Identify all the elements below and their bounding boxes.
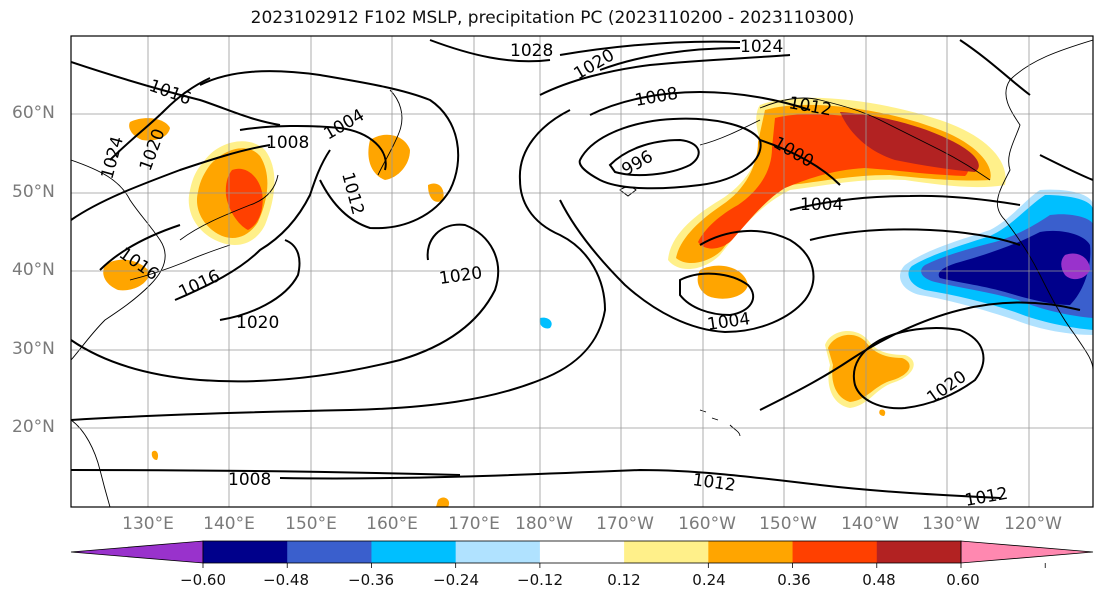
isobar-label: 1012 <box>963 484 1009 511</box>
colorbar-segment <box>287 541 372 563</box>
colorbar-segment <box>203 541 288 563</box>
precip-negative-anomaly-field <box>539 189 1093 335</box>
map-title: 2023102912 F102 MSLP, precipitation PC (… <box>250 8 855 28</box>
lat-label: 20°N <box>12 417 55 437</box>
lat-label: 60°N <box>12 103 55 123</box>
colorbar-tick-label: −0.60 <box>180 571 226 589</box>
lon-label: 140°W <box>841 514 899 534</box>
lon-label: 170°E <box>448 514 500 534</box>
colorbar-tick-label: 0.48 <box>862 571 896 589</box>
colorbar-segment <box>708 541 794 563</box>
colorbar-tick-label: 0.12 <box>607 571 641 589</box>
colorbar-tick-label: −0.12 <box>517 571 563 589</box>
isobar-label: 1008 <box>228 470 271 490</box>
lon-label: 180°W <box>515 514 573 534</box>
lat-label: 40°N <box>12 260 55 280</box>
isobar-label: 1008 <box>633 84 679 111</box>
isobar-label: 1016 <box>176 266 224 302</box>
isobar-label: 1024 <box>740 37 783 57</box>
colorbar-segment <box>624 541 709 563</box>
coastlines <box>71 39 1093 507</box>
isobar-label: 1020 <box>438 263 484 289</box>
colorbar-extend-min <box>70 540 204 564</box>
colorbar-segment <box>876 541 962 563</box>
colorbar-tick-label: −0.36 <box>348 571 394 589</box>
colorbar-tick-label: 0.24 <box>692 571 726 589</box>
mslp-isobars <box>71 39 1093 499</box>
isobar-label: 1008 <box>266 133 309 153</box>
lon-label: 140°E <box>203 514 255 534</box>
isobar-label: 1024 <box>98 134 129 181</box>
isobar-label: 1004 <box>800 195 843 215</box>
lon-label: 150°E <box>285 514 337 534</box>
colorbar-frame <box>202 540 962 564</box>
lon-label: 160°W <box>678 514 736 534</box>
lon-label: 150°W <box>759 514 817 534</box>
colorbar-extend-max <box>960 540 1094 564</box>
colorbar-segment <box>371 541 457 563</box>
lat-label: 30°N <box>12 339 55 359</box>
colorbar <box>70 540 1094 568</box>
colorbar-tick-label: 0.60 <box>946 571 980 589</box>
isobar-label: 1004 <box>321 105 368 144</box>
isobar-label: 1020 <box>236 313 279 333</box>
colorbar-tick-label: 0.36 <box>777 571 811 589</box>
lon-label: 130°W <box>922 514 980 534</box>
lon-label: 120°W <box>1004 514 1062 534</box>
colorbar-segment <box>792 541 878 563</box>
colorbar-tick-label: −0.48 <box>263 571 309 589</box>
colorbar-segment <box>539 541 625 563</box>
colorbar-tick-label: −0.24 <box>433 571 479 589</box>
isobar-label: 1028 <box>510 41 553 61</box>
lon-label: 170°W <box>596 514 654 534</box>
graticule <box>71 36 1093 507</box>
colorbar-segment <box>455 541 541 563</box>
lon-label: 160°E <box>366 514 418 534</box>
precip-positive-anomaly-field <box>103 97 1006 507</box>
lon-label: 130°E <box>122 514 174 534</box>
lat-label: 50°N <box>12 182 55 202</box>
map-frame <box>70 35 1094 508</box>
